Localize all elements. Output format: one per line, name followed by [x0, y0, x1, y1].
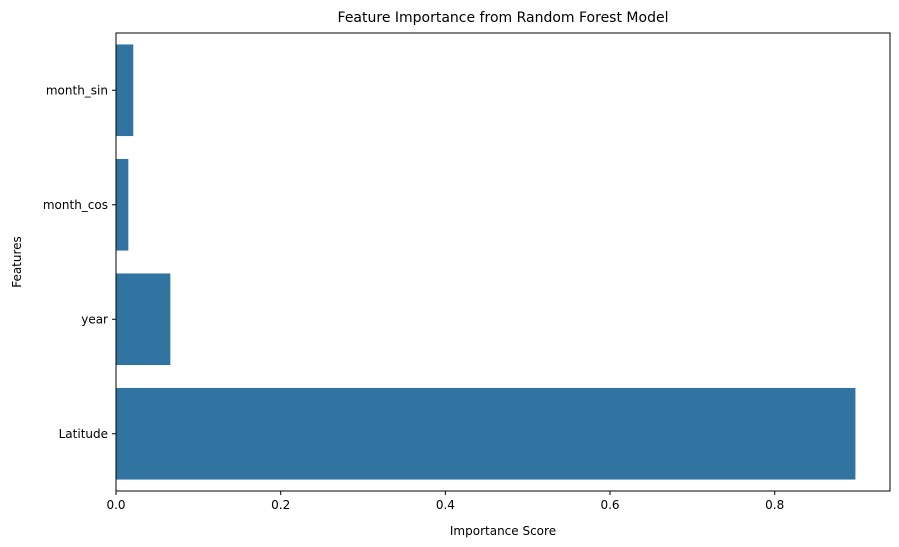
- bar-year: [116, 273, 171, 366]
- plot-area-frame: [115, 32, 891, 492]
- y-tick-label: month_sin: [46, 83, 108, 97]
- x-tick-label: 0.4: [436, 498, 455, 512]
- bar-month-cos: [116, 158, 129, 251]
- y-tick-label: Latitude: [59, 427, 108, 441]
- y-tick-label: month_cos: [43, 198, 108, 212]
- bar-latitude: [116, 387, 856, 480]
- x-tick-label: 0.8: [765, 498, 784, 512]
- x-tick-label: 0.2: [271, 498, 290, 512]
- x-axis-label: Importance Score: [450, 524, 556, 538]
- bar-month-sin: [116, 44, 134, 137]
- x-tick-label: 0.0: [106, 498, 125, 512]
- x-axis: 0.0 0.2 0.4 0.6 0.8: [106, 491, 784, 512]
- chart-title: Feature Importance from Random Forest Mo…: [338, 10, 669, 26]
- y-axis-label: Features: [10, 236, 24, 288]
- x-tick-label: 0.6: [600, 498, 619, 512]
- bars-group: [116, 44, 856, 480]
- y-tick-label: year: [81, 312, 108, 326]
